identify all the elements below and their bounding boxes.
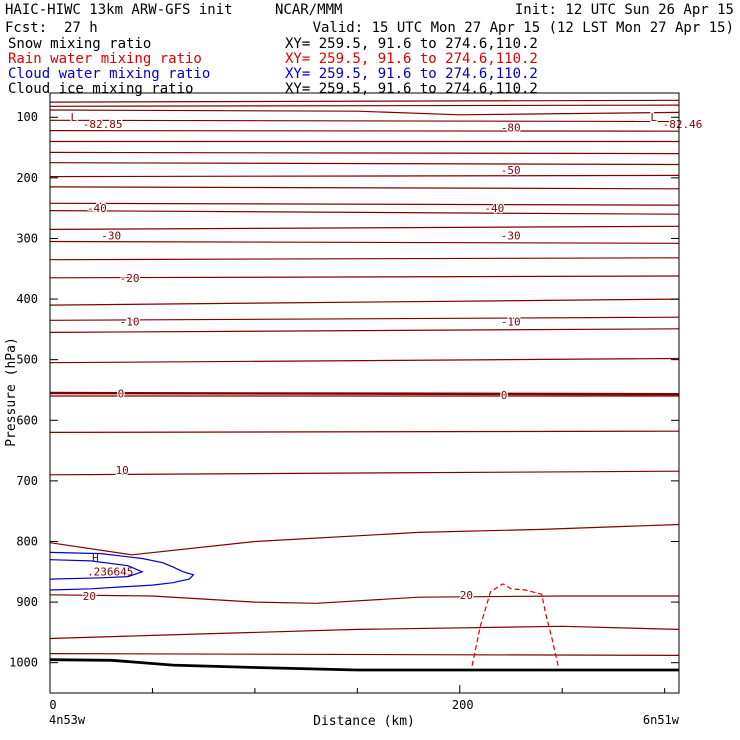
y-tick-label: 400	[16, 292, 38, 306]
contour-label: -82.46	[663, 118, 703, 131]
isotherm-line	[49, 316, 680, 321]
cloud-water-contour	[49, 551, 195, 591]
isotherm-line	[49, 594, 679, 604]
field-legend: Snow mixing ratio XY= 259.5, 91.6 to 274.…	[8, 36, 538, 97]
contour-label: 0	[501, 389, 508, 402]
field-xy: XY= 259.5, 91.6 to 274.6,110.2	[285, 66, 538, 82]
cloud-water-max-marker: H	[92, 552, 99, 565]
isotherm-line	[49, 99, 680, 103]
isotherm-line	[49, 523, 680, 556]
plot-frame	[49, 92, 680, 694]
isotherm-line	[49, 130, 680, 132]
isotherm-line	[49, 109, 680, 116]
contour-label: -40	[484, 202, 504, 215]
isotherm-line	[49, 470, 680, 476]
right-endpoint-label: 6n51w	[643, 713, 680, 727]
contour-label: -30	[101, 229, 121, 242]
valid-time: Valid: 15 UTC Mon 27 Apr 15 (12 LST Mon …	[313, 20, 734, 36]
terrain-line	[49, 658, 679, 672]
model-title: HAIC-HIWC 13km ARW-GFS init	[5, 2, 233, 18]
isotherm-line	[49, 652, 680, 657]
cloud-water-max-value: .236645	[87, 566, 133, 579]
contour-label: -82.85	[83, 118, 123, 131]
contour-label: -50	[501, 164, 521, 177]
forecast-label: Fcst:	[5, 20, 47, 36]
isotherm-line	[49, 119, 680, 123]
isotherm-line	[49, 186, 680, 190]
contour-label: -40	[87, 202, 107, 215]
y-tick-label: 200	[16, 171, 38, 185]
isotherm-line	[49, 225, 680, 230]
contour-label: 0	[118, 388, 125, 401]
isotherm-line	[49, 162, 680, 166]
field-name: Rain water mixing ratio	[8, 51, 202, 67]
forecast-hours: 27 h	[64, 20, 98, 36]
isotherm-line	[49, 104, 680, 107]
isotherm-line	[49, 240, 680, 244]
y-tick-label: 500	[16, 353, 38, 367]
left-endpoint-label: 4n53w	[49, 713, 86, 727]
isotherm-line	[49, 625, 680, 640]
field-name: Cloud ice mixing ratio	[8, 81, 193, 97]
y-axis-title: Pressure (hPa)	[4, 337, 19, 447]
y-tick-label: 700	[16, 474, 38, 488]
y-tick-label: 300	[16, 231, 38, 245]
contour-label: -10	[501, 315, 521, 328]
contour-label: -20	[120, 272, 140, 285]
x-axis-title: Distance (km)	[313, 714, 415, 729]
isotherm-line	[49, 210, 680, 215]
isotherm-line	[49, 357, 680, 364]
x-tick-label: 0	[49, 698, 56, 712]
isotherm-line	[49, 257, 680, 261]
plot-area: H.236645 L -82.85 L -82.46 -80 -50 -40 -40 -30 -30…	[9, 92, 704, 712]
field-xy: XY= 259.5, 91.6 to 274.6,110.2	[285, 51, 538, 67]
isotherm-line	[49, 430, 680, 433]
y-tick-label: 1000	[9, 656, 38, 670]
isotherm-line	[49, 328, 680, 333]
contour-label: -10	[120, 315, 140, 328]
contour-label: L	[70, 111, 77, 124]
y-tick-label: 100	[16, 110, 38, 124]
zero-isotherm-line	[49, 391, 680, 396]
contour-label: 10	[116, 464, 129, 477]
field-name: Snow mixing ratio	[8, 36, 151, 52]
init-time: Init: 12 UTC Sun 26 Apr 15	[515, 2, 734, 18]
isotherm-line	[49, 298, 680, 306]
contour-label: L	[650, 111, 657, 124]
contour-label: -80	[501, 122, 521, 135]
cloud-water-contour	[49, 559, 144, 580]
contour-label: -30	[501, 229, 521, 242]
rain-water-contour	[471, 583, 559, 666]
contour-label: 20	[83, 590, 96, 603]
isotherm-line	[49, 275, 680, 279]
y-tick-label: 800	[16, 534, 38, 548]
x-tick-label: 200	[452, 698, 474, 712]
organization: NCAR/MMM	[275, 2, 342, 18]
field-name: Cloud water mixing ratio	[8, 66, 210, 82]
y-tick-label: 900	[16, 595, 38, 609]
isotherm-line	[49, 151, 680, 155]
field-xy: XY= 259.5, 91.6 to 274.6,110.2	[285, 36, 538, 52]
isotherm-line	[49, 174, 680, 178]
isotherm-line	[49, 202, 680, 206]
field-xy: XY= 259.5, 91.6 to 274.6,110.2	[285, 81, 538, 97]
contour-label: 20	[460, 589, 473, 602]
y-tick-label: 600	[16, 413, 38, 427]
